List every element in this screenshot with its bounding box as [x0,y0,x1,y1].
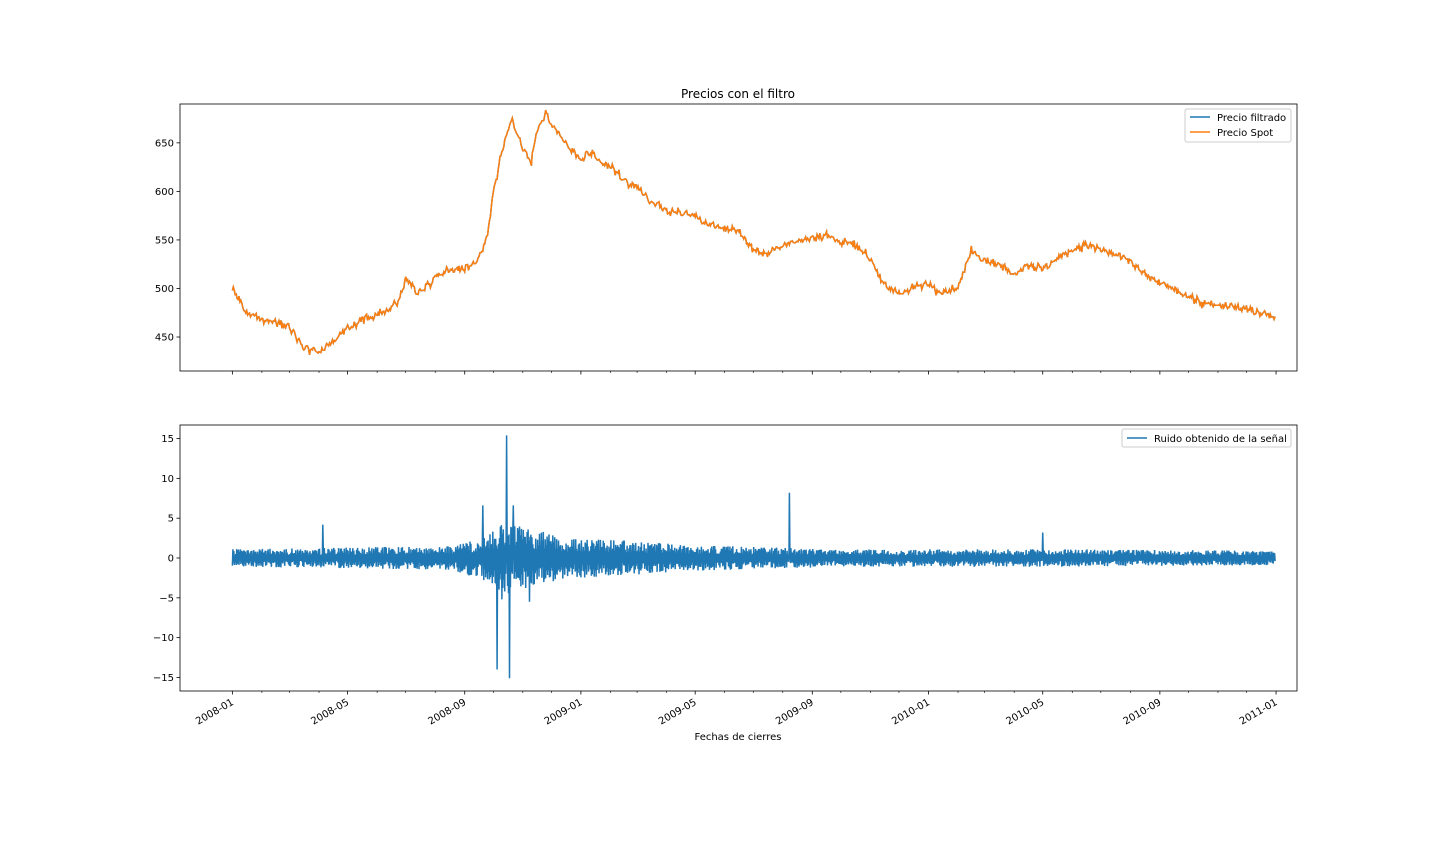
price-ytick-label: 600 [155,187,174,198]
noise-series-line-0 [231,435,1276,679]
price-chart-legend: Precio filtrado Precio Spot [1184,108,1292,143]
price-ytick-label: 500 [155,284,174,295]
noise-chart-y-axis: −15 −10 −5 0 5 10 15 [153,434,180,684]
price-chart-legend-box [1184,108,1292,143]
price-chart: Precios con el filtro 450 500 550 600 650 Pr… [155,87,1298,375]
price-chart-frame [179,103,1298,372]
price-chart-title: Precios con el filtro [681,87,795,101]
noise-ytick-label: −10 [153,633,174,644]
price-chart-x-axis [231,371,1277,375]
noise-chart-legend-box [1121,428,1292,448]
noise-ytick-label: 10 [161,474,174,485]
price-chart-series-layer [231,109,1276,355]
legend-label-ruido: Ruido obtenido de la señal [1154,434,1287,445]
noise-ytick-label: 15 [161,434,174,445]
noise-ytick-label: 5 [168,514,174,525]
noise-chart-legend: Ruido obtenido de la señal [1121,428,1292,448]
price-ytick-label: 450 [155,333,174,344]
noise-chart-series-layer [231,435,1276,679]
price-chart-y-axis: 450 500 550 600 650 [155,138,180,344]
noise-ytick-label: −5 [159,593,174,604]
legend-label-precio-spot: Precio Spot [1217,128,1273,139]
price-ytick-label: 550 [155,235,174,246]
noise-chart-x-label: Fechas de cierres [694,732,781,743]
noise-ytick-label: 0 [168,554,174,565]
series-line-1 [231,109,1276,355]
noise-ytick-label: −15 [153,673,174,684]
price-ytick-label: 650 [155,138,174,149]
legend-label-precio-filtrado: Precio filtrado [1217,113,1286,124]
